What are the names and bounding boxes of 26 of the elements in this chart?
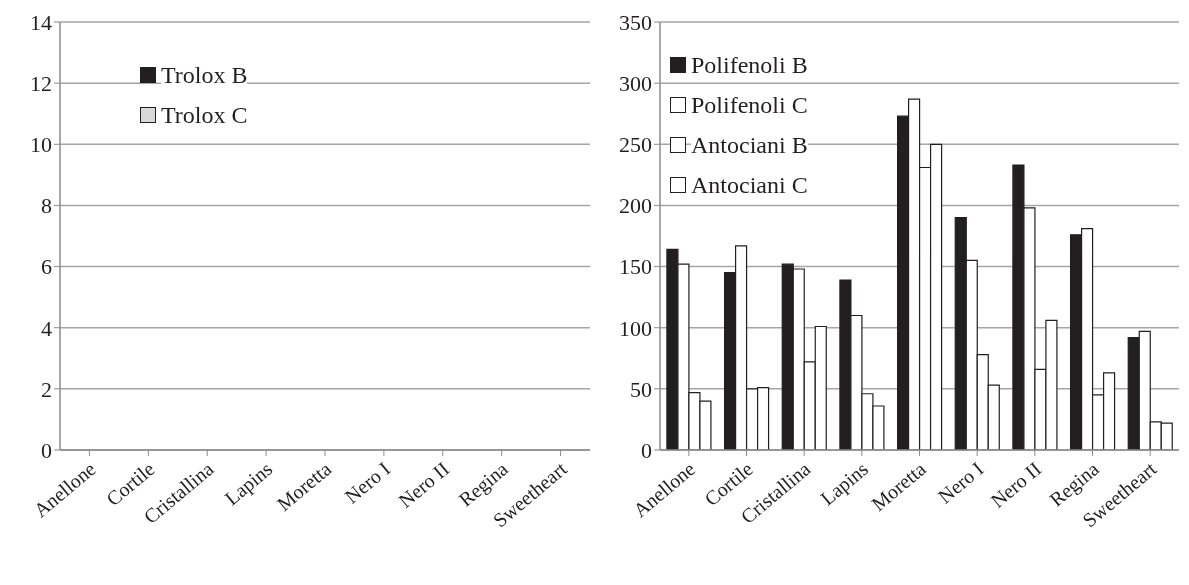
y-tick-label: 14 bbox=[30, 9, 52, 35]
legend-label: Trolox B bbox=[161, 62, 248, 88]
y-tick-label: 6 bbox=[41, 254, 52, 280]
y-tick-label: 8 bbox=[41, 193, 52, 219]
y-tick-label: 0 bbox=[41, 437, 52, 463]
x-tick-label: Nero I bbox=[933, 457, 988, 508]
legend-label: Polifenoli B bbox=[691, 52, 808, 78]
legend-label: Antociani C bbox=[691, 172, 808, 198]
y-tick-label: 150 bbox=[619, 254, 652, 280]
y-tick-label: 0 bbox=[641, 437, 652, 463]
y-tick-label: 200 bbox=[619, 193, 652, 219]
y-tick-label: 350 bbox=[619, 9, 652, 35]
y-tick-label: 250 bbox=[619, 132, 652, 158]
y-tick-label: 4 bbox=[41, 315, 52, 341]
y-tick-label: 12 bbox=[30, 70, 52, 96]
x-tick-label: Nero II bbox=[394, 457, 454, 512]
y-tick-label: 100 bbox=[619, 315, 652, 341]
legend-label: Trolox C bbox=[161, 102, 248, 128]
y-tick-label: 300 bbox=[619, 70, 652, 96]
legend-label: Antociani B bbox=[691, 132, 808, 158]
x-tick-label: Nero II bbox=[986, 457, 1046, 512]
x-tick-label: Nero I bbox=[340, 457, 395, 508]
legend-label: Polifenoli C bbox=[691, 92, 808, 118]
y-tick-label: 10 bbox=[30, 132, 52, 158]
y-tick-label: 50 bbox=[630, 376, 652, 402]
y-tick-label: 2 bbox=[41, 376, 52, 402]
